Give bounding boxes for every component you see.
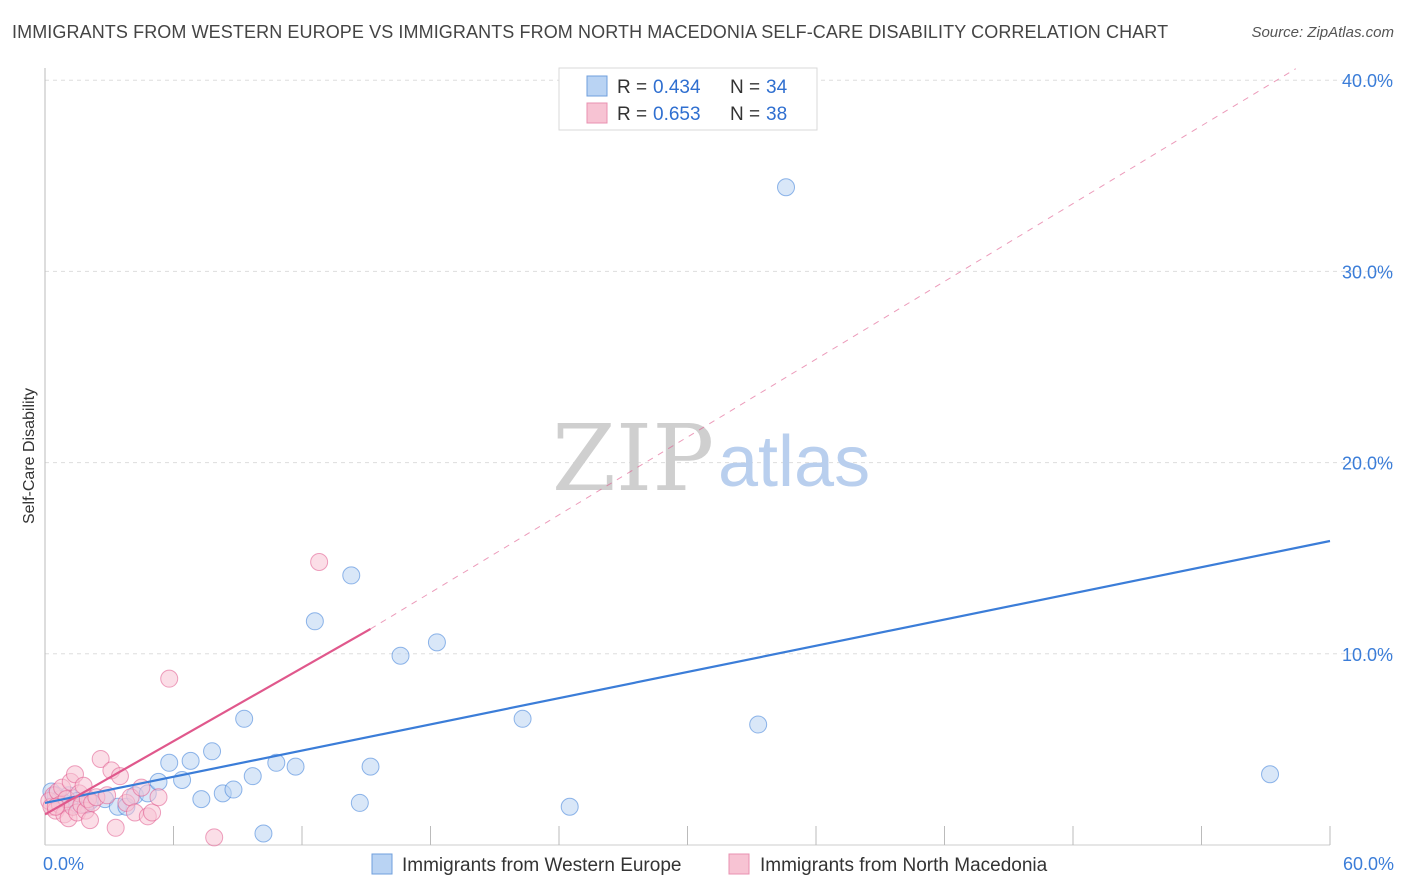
data-point: [192, 790, 211, 809]
series-north-macedonia: [40, 553, 329, 847]
y-tick-label: 40.0%: [1342, 71, 1393, 91]
data-point: [143, 803, 162, 822]
data-point: [513, 709, 532, 728]
y-tick-label: 20.0%: [1342, 454, 1393, 474]
chart-source: Source: ZipAtlas.com: [1251, 24, 1394, 41]
trend-line: [44, 539, 1331, 805]
trend-line: [44, 627, 372, 816]
data-point: [350, 793, 369, 812]
data-point: [286, 757, 305, 776]
data-point: [749, 715, 768, 734]
x-tick-label: 60.0%: [1343, 854, 1394, 874]
data-point: [305, 612, 324, 631]
watermark-zip: ZIP: [552, 405, 714, 512]
data-point: [106, 818, 125, 837]
data-point: [160, 753, 179, 772]
y-tick-label: 30.0%: [1342, 262, 1393, 282]
grid-lines: [45, 79, 1395, 655]
data-point: [310, 553, 329, 572]
data-point: [91, 749, 110, 768]
trend-lines: [44, 68, 1331, 816]
data-point: [181, 751, 200, 770]
y-axis-label: Self-Care Disability: [21, 388, 38, 524]
bottom-legend-label-western-europe: Immigrants from Western Europe: [402, 855, 681, 876]
data-point: [342, 566, 361, 585]
data-point: [243, 767, 262, 786]
y-tick-label: 10.0%: [1342, 645, 1393, 665]
legend: R = 0.434 N = 34 R = 0.653 N = 38: [558, 67, 818, 131]
bottom-legend-swatch-western-europe: [371, 853, 393, 875]
legend-r-value-2: 0.653: [653, 104, 701, 125]
data-point: [361, 757, 380, 776]
legend-n-label-1: N =: [730, 77, 760, 98]
data-point: [427, 633, 446, 652]
data-point: [160, 669, 179, 688]
data-point: [1261, 765, 1280, 784]
bottom-legend-swatch-north-macedonia: [728, 853, 750, 875]
data-point: [224, 780, 243, 799]
chart-title: IMMIGRANTS FROM WESTERN EUROPE VS IMMIGR…: [12, 22, 1169, 42]
data-points: [40, 178, 1280, 847]
data-point: [391, 646, 410, 665]
legend-r-value-1: 0.434: [653, 77, 701, 98]
legend-n-value-2: 38: [766, 104, 787, 125]
legend-swatch-western-europe: [586, 75, 608, 97]
legend-n-label-2: N =: [730, 104, 760, 125]
legend-swatch-north-macedonia: [586, 102, 608, 124]
data-point: [80, 811, 99, 830]
trend-line: [370, 68, 1296, 630]
legend-n-value-1: 34: [766, 77, 788, 98]
bottom-legend-label-north-macedonia: Immigrants from North Macedonia: [760, 855, 1048, 876]
legend-r-label-2: R =: [617, 104, 647, 125]
data-point: [267, 753, 286, 772]
data-point: [149, 788, 168, 807]
data-point: [203, 742, 222, 761]
data-point: [254, 824, 273, 843]
data-point: [235, 709, 254, 728]
legend-r-label-1: R =: [617, 77, 647, 98]
x-tick-label: 0.0%: [43, 854, 84, 874]
axes: 10.0% 20.0% 30.0% 40.0% 0.0% 60.0%: [43, 68, 1394, 874]
series-legend: Immigrants from Western Europe Immigrant…: [371, 853, 1048, 876]
watermark-atlas: atlas: [718, 422, 870, 502]
watermark: ZIP atlas: [552, 405, 870, 512]
data-point: [560, 797, 579, 816]
data-point: [777, 178, 796, 197]
data-point: [205, 828, 224, 847]
